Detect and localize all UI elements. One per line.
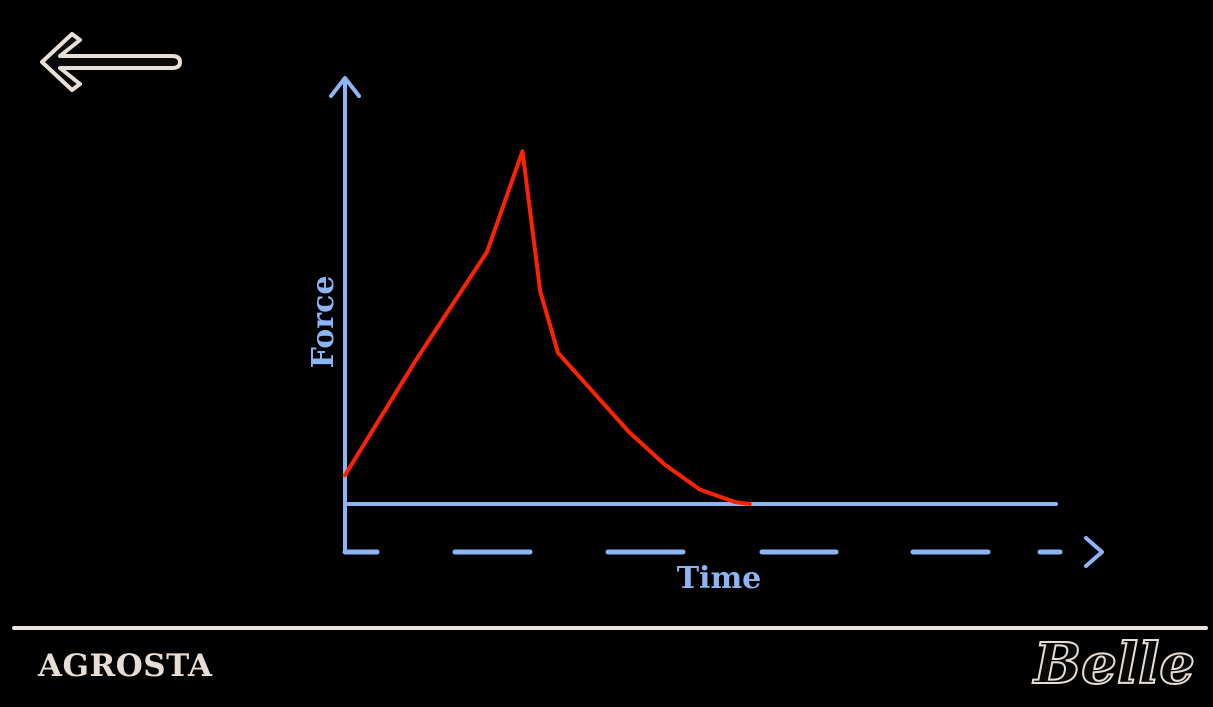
left-arrow-icon <box>40 32 182 92</box>
back-button[interactable] <box>30 22 190 102</box>
x-axis-arrow <box>1084 536 1104 568</box>
chart-axes <box>329 76 1104 568</box>
brand-name: AGROSTA <box>38 648 213 684</box>
brand-logo: Belle <box>1033 631 1196 697</box>
footer-divider <box>12 626 1208 630</box>
y-axis-arrow <box>329 76 361 98</box>
y-axis-label: Force <box>306 276 341 369</box>
x-axis-label: Time <box>677 561 762 596</box>
chart-series <box>343 149 752 506</box>
force-series-line <box>343 149 752 506</box>
